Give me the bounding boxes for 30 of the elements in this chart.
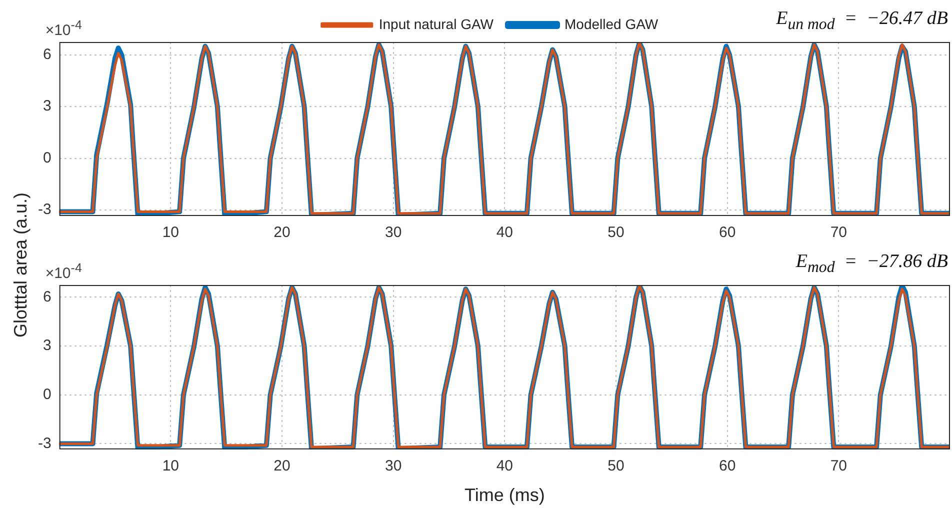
x-tick-label: 20 xyxy=(274,224,290,242)
y-tick-label: 3 xyxy=(42,337,52,354)
y-tick-label: 6 xyxy=(42,46,52,64)
x-tick-label: 20 xyxy=(274,458,290,475)
x-tick-label: 70 xyxy=(830,224,848,242)
y-tick-label: 0 xyxy=(42,149,52,166)
legend-label: Modelled GAW xyxy=(564,16,659,32)
x-tick-label: 30 xyxy=(384,224,402,242)
y-axis-title: Glotttal area (a.u.) xyxy=(10,192,32,338)
x-tick-label: 10 xyxy=(162,458,180,475)
y-tick-label: 0 xyxy=(42,386,52,404)
x-tick-label: 30 xyxy=(384,458,402,475)
text: ×10$^{-4}$ xyxy=(45,261,82,282)
text: E$_{un mod}$ = −26.47 dB xyxy=(776,8,948,34)
x-tick-label: 40 xyxy=(496,224,514,242)
text: E$_{mod}$ = −27.86 dB xyxy=(796,251,948,277)
legend-label: Input natural GAW xyxy=(378,16,494,32)
x-tick-label: 60 xyxy=(718,458,736,475)
y-tick-label: 3 xyxy=(42,98,52,115)
x-tick-label: 40 xyxy=(496,458,514,475)
text: ×10$^{-4}$ xyxy=(45,18,82,39)
x-tick-label: 50 xyxy=(608,458,624,475)
x-tick-label: 50 xyxy=(608,224,624,242)
x-axis-title: Time (ms) xyxy=(464,485,545,506)
x-tick-label: 10 xyxy=(162,224,180,242)
x-tick-label: 70 xyxy=(830,458,848,475)
y-tick-label: -3 xyxy=(38,201,52,218)
y-tick-label: -3 xyxy=(38,434,52,452)
y-tick-label: 6 xyxy=(42,288,52,306)
x-tick-label: 60 xyxy=(718,224,736,242)
